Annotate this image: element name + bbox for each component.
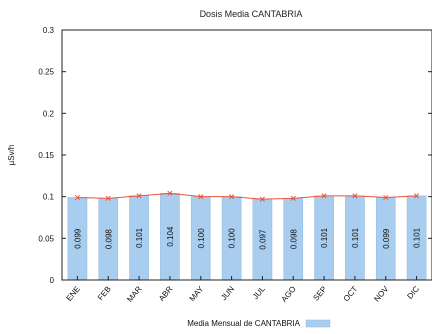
x-tick-label: OCT (342, 284, 360, 303)
x-tick-label: DIC (405, 284, 421, 301)
data-label: 0.099 (73, 228, 82, 249)
data-labels: 0.099 0.098 0.101 0.104 0.100 0.100 0.097 0.098… (73, 226, 421, 249)
legend-swatch (305, 319, 331, 328)
data-label: 0.099 (382, 228, 391, 249)
y-tick-label: 0 (50, 276, 55, 285)
chart-title: Dosis Media CANTABRIA (200, 9, 303, 19)
x-tick-label: MAR (125, 284, 143, 304)
x-marker (229, 194, 235, 200)
legend-label: Media Mensual de CANTABRIA (187, 319, 300, 328)
data-label: 0.101 (413, 227, 422, 248)
x-marker (383, 194, 389, 201)
y-tick-label: 0.15 (38, 151, 54, 160)
data-label: 0.101 (351, 227, 360, 248)
x-marker (167, 190, 173, 196)
data-label: 0.098 (289, 229, 298, 250)
y-tick-label: 0.3 (43, 26, 55, 35)
data-label: 0.097 (258, 229, 267, 250)
y-tick-label: 0.2 (43, 109, 55, 118)
plot-frame (61, 29, 432, 281)
x-tick-label: FEB (96, 285, 113, 303)
overlay-polyline (77, 192, 417, 200)
x-marker (259, 196, 265, 202)
bar-series (67, 193, 427, 281)
data-label: 0.100 (228, 228, 237, 249)
x-marker (321, 193, 327, 199)
x-tick-label: NOV (372, 284, 390, 304)
x-tick-label: ABR (157, 284, 175, 303)
x-tick-label: SEP (311, 285, 328, 303)
x-marker (136, 193, 142, 199)
x-marker (198, 194, 204, 200)
x-marker (105, 195, 111, 201)
x-tick-label: JUN (219, 284, 236, 302)
x-marker (414, 193, 420, 199)
legend: Media Mensual de CANTABRIA (187, 319, 331, 328)
x-tick-label: AGO (279, 285, 297, 304)
x-marker (74, 194, 80, 201)
y-tick-label: 0.1 (43, 193, 55, 202)
data-label: 0.101 (135, 227, 144, 248)
x-tick-label: JUL (251, 284, 267, 301)
x-marker (352, 193, 358, 199)
overlay-line (74, 190, 420, 202)
x-tick-label: ENE (64, 285, 81, 303)
y-tick-label: 0.05 (38, 234, 54, 243)
data-label: 0.104 (166, 226, 175, 247)
y-axis-label: µSv/h (7, 145, 16, 166)
data-label: 0.101 (320, 227, 329, 248)
y-tick-label: 0.25 (38, 68, 54, 77)
data-label: 0.098 (104, 229, 113, 250)
data-label: 0.100 (197, 228, 206, 249)
y-axis: 0 0.05 0.1 0.15 0.2 0.25 0.3 (38, 26, 432, 285)
x-tick-label: MAY (188, 284, 206, 303)
x-marker (290, 195, 296, 201)
